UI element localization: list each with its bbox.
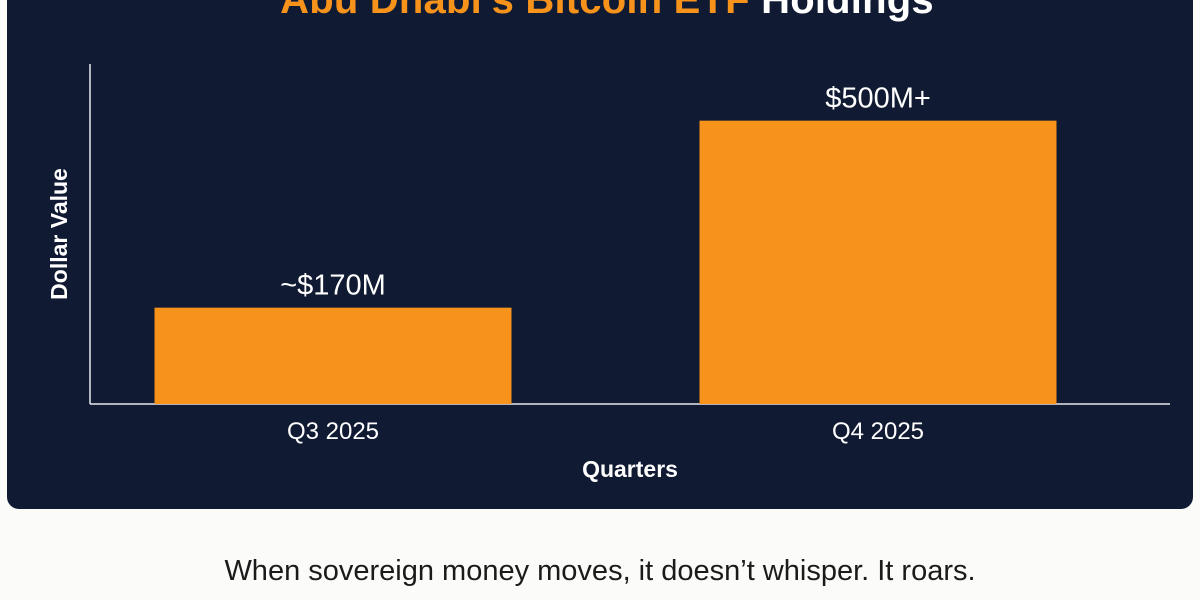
chart-title-rest: Holdings [761, 0, 934, 22]
x-axis-label: Quarters [582, 456, 678, 482]
x-tick-labels-group: Q3 2025 Q4 2025 [287, 418, 924, 445]
data-label: $500M+ [825, 83, 931, 115]
bar-q3-2025 [154, 307, 512, 404]
caption-text: When sovereign money moves, it doesn’t w… [224, 555, 976, 587]
data-label: ~$170M [280, 270, 386, 302]
bars-group [154, 120, 1057, 405]
chart-panel: Abu Dhabi's Bitcoin ETF Holdings ~$170M $… [7, 0, 1193, 509]
chart-title: Abu Dhabi's Bitcoin ETF Holdings [7, 0, 1193, 24]
bar-chart: ~$170M $500M+ Q3 2025 Q4 2025 Quarters Dol… [46, 64, 1170, 482]
data-labels-group: ~$170M $500M+ [280, 83, 931, 302]
x-tick-label: Q3 2025 [287, 418, 379, 445]
bar-q4-2025 [699, 120, 1057, 405]
chart-title-highlight: Abu Dhabi's Bitcoin ETF [280, 0, 750, 22]
x-tick-label: Q4 2025 [832, 418, 924, 445]
y-axis-label: Dollar Value [46, 168, 72, 300]
